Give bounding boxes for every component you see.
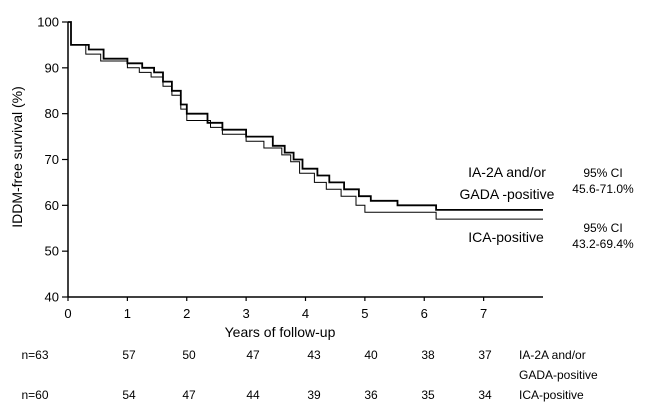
risk-count: 47 bbox=[246, 348, 260, 362]
y-tick-label: 90 bbox=[45, 60, 59, 75]
risk-count: 39 bbox=[307, 388, 321, 402]
x-axis-ticks: 0 1 2 3 4 5 6 7 bbox=[64, 297, 487, 321]
ci-label: 95% CI bbox=[583, 221, 622, 235]
x-tick-label: 3 bbox=[243, 306, 250, 321]
risk-count: 38 bbox=[421, 348, 435, 362]
curve-annotation-group-2: ICA-positive 95% CI 43.2-69.4% bbox=[468, 221, 634, 251]
y-axis-label: IDDM-free survival (%) bbox=[9, 86, 25, 228]
series-line-1 bbox=[68, 21, 543, 211]
y-tick-label: 60 bbox=[45, 198, 59, 213]
risk-count: 36 bbox=[364, 388, 378, 402]
ci-range: 45.6-71.0% bbox=[572, 182, 634, 196]
risk-group-label: IA-2A and/or bbox=[519, 348, 586, 362]
series-label: ICA-positive bbox=[468, 229, 544, 245]
x-tick-label: 0 bbox=[64, 306, 71, 321]
risk-count: n=60 bbox=[21, 388, 48, 402]
y-tick-label: 40 bbox=[45, 290, 59, 305]
plot-area: 40 50 60 70 80 90 100 0 1 2 3 4 5 6 7 bbox=[37, 15, 543, 321]
x-tick-label: 1 bbox=[124, 306, 131, 321]
risk-count: 35 bbox=[421, 388, 435, 402]
ci-label: 95% CI bbox=[583, 166, 622, 180]
risk-count: 43 bbox=[307, 348, 321, 362]
risk-table: n=63 57 50 47 43 40 38 37 IA-2A and/or GADA-posit… bbox=[21, 348, 598, 402]
risk-count: 44 bbox=[246, 388, 260, 402]
series-label-line-2: GADA -positive bbox=[460, 186, 555, 202]
x-tick-label: 4 bbox=[302, 306, 309, 321]
risk-count: n=63 bbox=[21, 348, 48, 362]
risk-count: 40 bbox=[364, 348, 378, 362]
y-tick-label: 80 bbox=[45, 106, 59, 121]
x-tick-label: 6 bbox=[421, 306, 428, 321]
y-tick-label: 70 bbox=[45, 152, 59, 167]
risk-group-label: GADA-positive bbox=[519, 368, 598, 382]
risk-count: 57 bbox=[122, 348, 136, 362]
y-axis-ticks: 40 50 60 70 80 90 100 bbox=[37, 15, 68, 305]
risk-group-label: ICA-positive bbox=[519, 388, 584, 402]
x-axis-label: Years of follow-up bbox=[225, 324, 336, 340]
series-line-2 bbox=[68, 21, 543, 220]
x-tick-label: 2 bbox=[183, 306, 190, 321]
risk-count: 47 bbox=[182, 388, 196, 402]
risk-count: 37 bbox=[478, 348, 492, 362]
series-label-line-1: IA-2A and/or bbox=[468, 164, 546, 180]
ci-range: 43.2-69.4% bbox=[572, 237, 634, 251]
survival-curves bbox=[68, 21, 543, 220]
x-tick-label: 5 bbox=[361, 306, 368, 321]
y-tick-label: 100 bbox=[37, 15, 59, 30]
y-tick-label: 50 bbox=[45, 244, 59, 259]
risk-count: 34 bbox=[478, 388, 492, 402]
risk-count: 50 bbox=[182, 348, 196, 362]
x-tick-label: 7 bbox=[480, 306, 487, 321]
curve-annotation-group-1: IA-2A and/or GADA -positive 95% CI 45.6-… bbox=[460, 164, 634, 202]
risk-count: 54 bbox=[122, 388, 136, 402]
